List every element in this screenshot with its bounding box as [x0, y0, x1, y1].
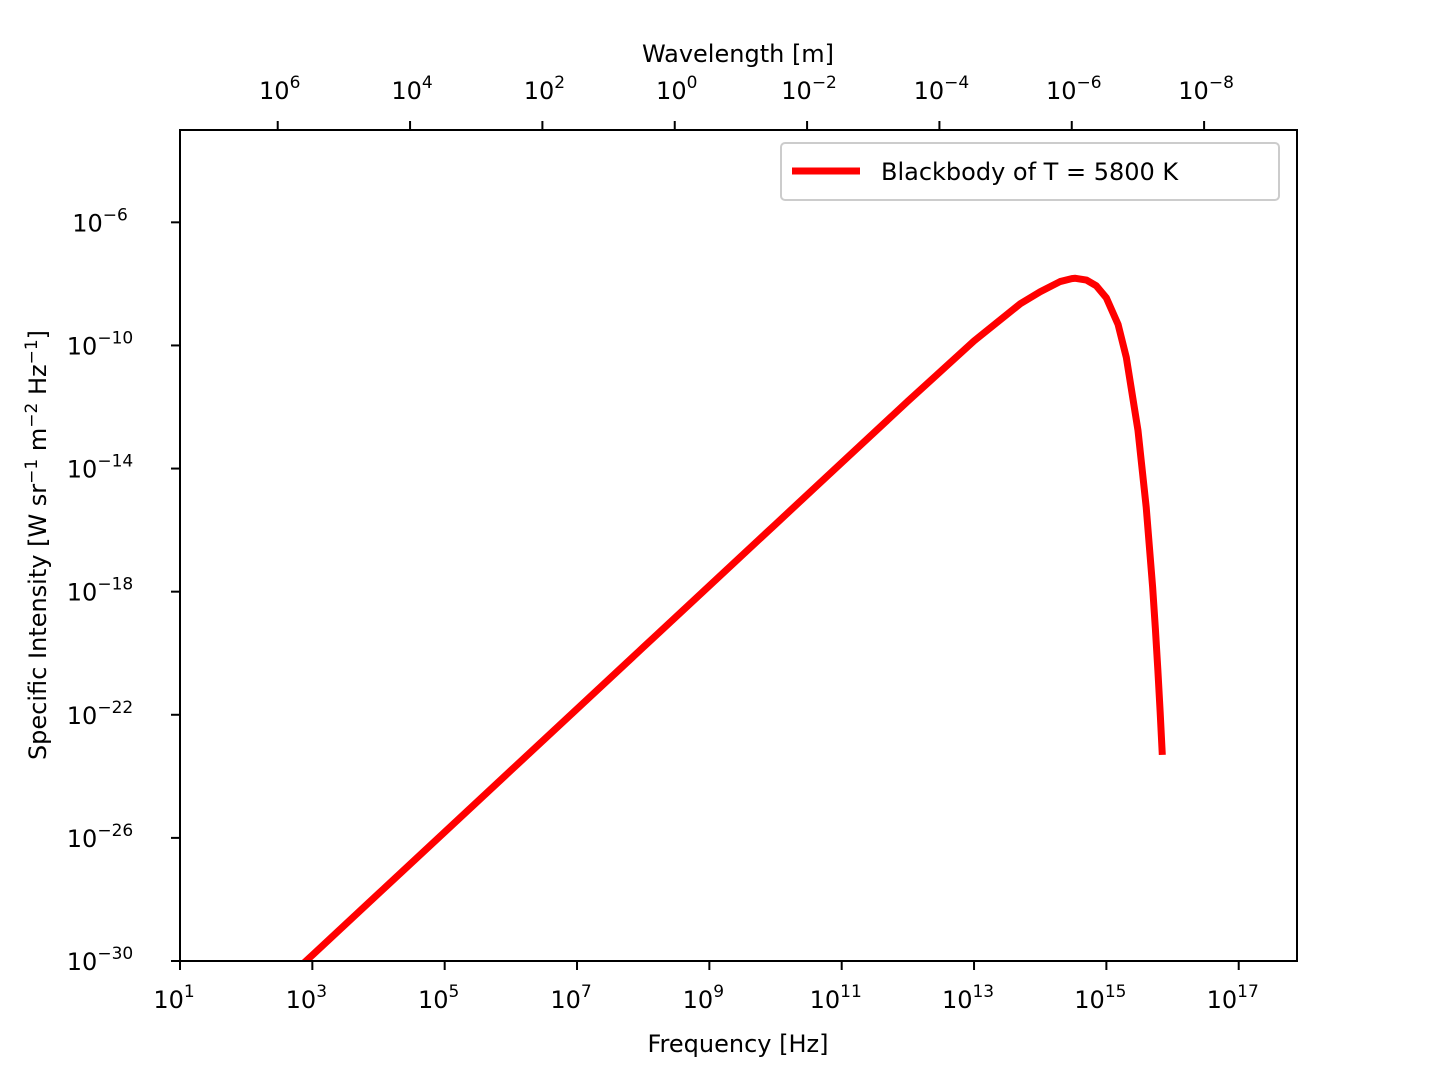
legend-label: Blackbody of T = 5800 K: [881, 158, 1179, 186]
y-tick-label-2-base: 10: [67, 702, 98, 730]
top-tick-label-3: 100: [656, 73, 697, 105]
x-tick-label-0: 101: [153, 982, 194, 1014]
y-axis-title: Specific Intensity [W sr−1 m−2 Hz−1]: [22, 330, 52, 760]
plot-frame: [179, 129, 1298, 962]
top-tick-label-5-exponent: −4: [944, 73, 969, 93]
top-tick-label-6: 10−6: [1046, 73, 1102, 105]
x-axis-title: Frequency [Hz]: [648, 1030, 829, 1058]
x-tick-label-3-exponent: 7: [581, 982, 592, 1002]
series-line-0: [300, 274, 1166, 961]
y-tick-label-0-exponent: −30: [97, 944, 133, 964]
x-tick-label-7-exponent: 15: [1105, 982, 1127, 1002]
top-axis-title: Wavelength [m]: [642, 40, 834, 68]
top-tick-label-7: 10−8: [1178, 73, 1234, 105]
x-tick-label-4-exponent: 9: [713, 982, 724, 1002]
top-tick-label-3-exponent: 0: [687, 73, 698, 93]
top-tick-label-2: 102: [524, 73, 565, 105]
x-tick-label-2-base: 10: [418, 986, 449, 1014]
x-tick-label-3: 107: [550, 982, 591, 1014]
top-tick-label-6-exponent: −6: [1077, 73, 1102, 93]
top-tick-label-2-base: 10: [524, 77, 555, 105]
y-tick-label-1: 10−26: [67, 821, 133, 853]
x-tick-label-1-base: 10: [286, 986, 317, 1014]
top-tick-label-5-base: 10: [914, 77, 945, 105]
y-tick-label-2: 10−22: [67, 698, 133, 730]
top-tick-label-0-exponent: 6: [290, 73, 301, 93]
y-tick-label-5-exponent: −10: [97, 328, 133, 348]
x-tick-label-2: 105: [418, 982, 459, 1014]
x-tick-label-0-base: 10: [153, 986, 184, 1014]
plot-layer: [300, 274, 1166, 961]
x-tick-label-6: 1013: [942, 982, 994, 1014]
y-tick-label-4: 10−14: [67, 452, 133, 484]
x-tick-label-5-exponent: 11: [840, 982, 862, 1002]
y-tick-label-2-exponent: −22: [97, 698, 133, 718]
top-tick-label-2-exponent: 2: [554, 73, 565, 93]
y-tick-label-6: 10−6: [72, 205, 128, 237]
top-tick-label-5: 10−4: [914, 73, 970, 105]
x-tick-label-5-base: 10: [810, 986, 841, 1014]
top-tick-label-7-base: 10: [1178, 77, 1209, 105]
top-tick-label-1-base: 10: [391, 77, 422, 105]
top-tick-label-7-exponent: −8: [1209, 73, 1234, 93]
y-tick-label-4-exponent: −14: [97, 452, 133, 472]
top-tick-label-0: 106: [259, 73, 300, 105]
y-tick-label-5-base: 10: [67, 332, 98, 360]
x-tick-label-2-exponent: 5: [449, 982, 460, 1002]
top-tick-label-4-exponent: −2: [812, 73, 837, 93]
x-tick-label-6-base: 10: [942, 986, 973, 1014]
x-tick-label-8-base: 10: [1207, 986, 1238, 1014]
y-tick-label-0: 10−30: [67, 944, 133, 976]
y-tick-label-6-exponent: −6: [103, 205, 128, 225]
y-tick-label-3-exponent: −18: [97, 575, 133, 595]
y-tick-label-5: 10−10: [67, 328, 133, 360]
x-tick-label-8: 1017: [1207, 982, 1259, 1014]
top-tick-label-1-exponent: 4: [422, 73, 433, 93]
top-tick-label-6-base: 10: [1046, 77, 1077, 105]
y-tick-label-1-base: 10: [67, 825, 98, 853]
top-tick-label-4-base: 10: [781, 77, 812, 105]
x-tick-label-3-base: 10: [550, 986, 581, 1014]
x-tick-label-5: 1011: [810, 982, 862, 1014]
top-tick-label-0-base: 10: [259, 77, 290, 105]
x-tick-label-7-base: 10: [1074, 986, 1105, 1014]
y-tick-label-0-base: 10: [67, 948, 98, 976]
x-tick-label-1-exponent: 3: [316, 982, 327, 1002]
y-tick-label-4-base: 10: [67, 456, 98, 484]
y-tick-label-3-base: 10: [67, 579, 98, 607]
axis-layer: 101 103 105 107 109 1011 1013 1015 101710−3010−2…: [67, 73, 1259, 1014]
x-tick-label-7: 1015: [1074, 982, 1126, 1014]
x-tick-label-0-exponent: 1: [184, 982, 195, 1002]
top-tick-label-1: 104: [391, 73, 432, 105]
x-tick-label-4: 109: [683, 982, 724, 1014]
top-tick-label-4: 10−2: [781, 73, 837, 105]
y-tick-label-6-base: 10: [72, 209, 103, 237]
top-tick-label-3-base: 10: [656, 77, 687, 105]
x-tick-label-1: 103: [286, 982, 327, 1014]
x-tick-label-4-base: 10: [683, 986, 714, 1014]
y-tick-label-3: 10−18: [67, 575, 133, 607]
legend-box: [780, 142, 1280, 201]
x-tick-label-6-exponent: 13: [972, 982, 994, 1002]
y-tick-label-1-exponent: −26: [97, 821, 133, 841]
x-tick-label-8-exponent: 17: [1237, 982, 1259, 1002]
legend: Blackbody of T = 5800 K: [780, 142, 1280, 201]
